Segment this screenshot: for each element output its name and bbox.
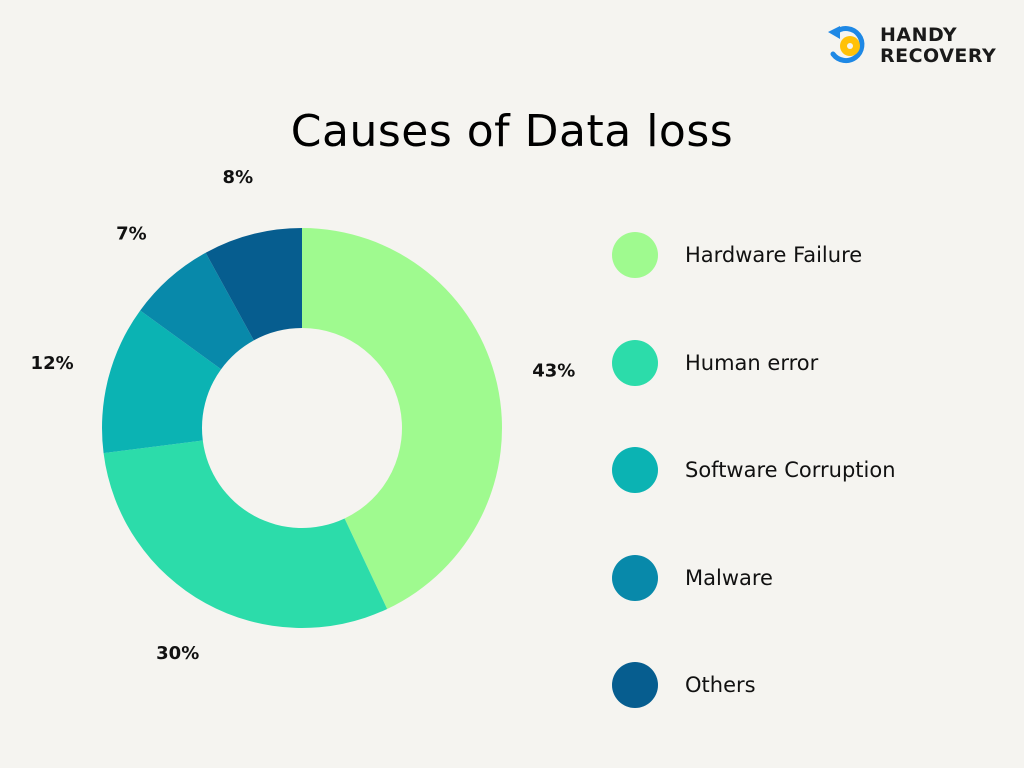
data-label-hardware-failure: 43% [532, 361, 575, 382]
slice-malware [140, 252, 254, 370]
legend-label: Malware [685, 565, 773, 590]
brand-name-line1: HANDY [880, 24, 958, 46]
legend-label: Hardware Failure [685, 243, 863, 267]
legend-swatch [612, 662, 658, 708]
legend-item-software-corruption: Software Corruption [612, 447, 896, 493]
legend-label: Others [685, 673, 756, 697]
recovery-logo-icon [828, 26, 865, 63]
slice-hardware-failure [302, 228, 502, 609]
legend-swatch [612, 232, 658, 278]
slice-human-error [103, 440, 388, 628]
donut-chart: 43% 30% 12% 7% 8% [31, 167, 576, 664]
brand-name: HANDY RECOVERY [880, 25, 996, 67]
legend-item-malware: Malware [612, 554, 773, 601]
data-label-malware: 7% [116, 223, 147, 244]
legend-swatch [612, 447, 658, 493]
legend-item-others: Others [612, 662, 756, 708]
slice-software-corruption [102, 310, 222, 454]
legend-label: Human error [685, 350, 819, 375]
legend-item-human-error: Human error [612, 339, 819, 386]
data-label-software-corruption: 12% [31, 353, 74, 374]
data-label-others: 8% [223, 167, 254, 188]
legend-label: Software Corruption [685, 458, 896, 482]
legend-item-hardware-failure: Hardware Failure [612, 232, 862, 278]
legend-swatch [612, 339, 658, 386]
brand-logo: HANDY RECOVERY [826, 24, 996, 68]
brand-name-line2: RECOVERY [880, 45, 997, 67]
chart-title: Causes of Data loss [290, 106, 734, 157]
data-label-human-error: 30% [156, 643, 199, 664]
slice-others [205, 228, 302, 341]
legend-swatch [612, 554, 658, 601]
